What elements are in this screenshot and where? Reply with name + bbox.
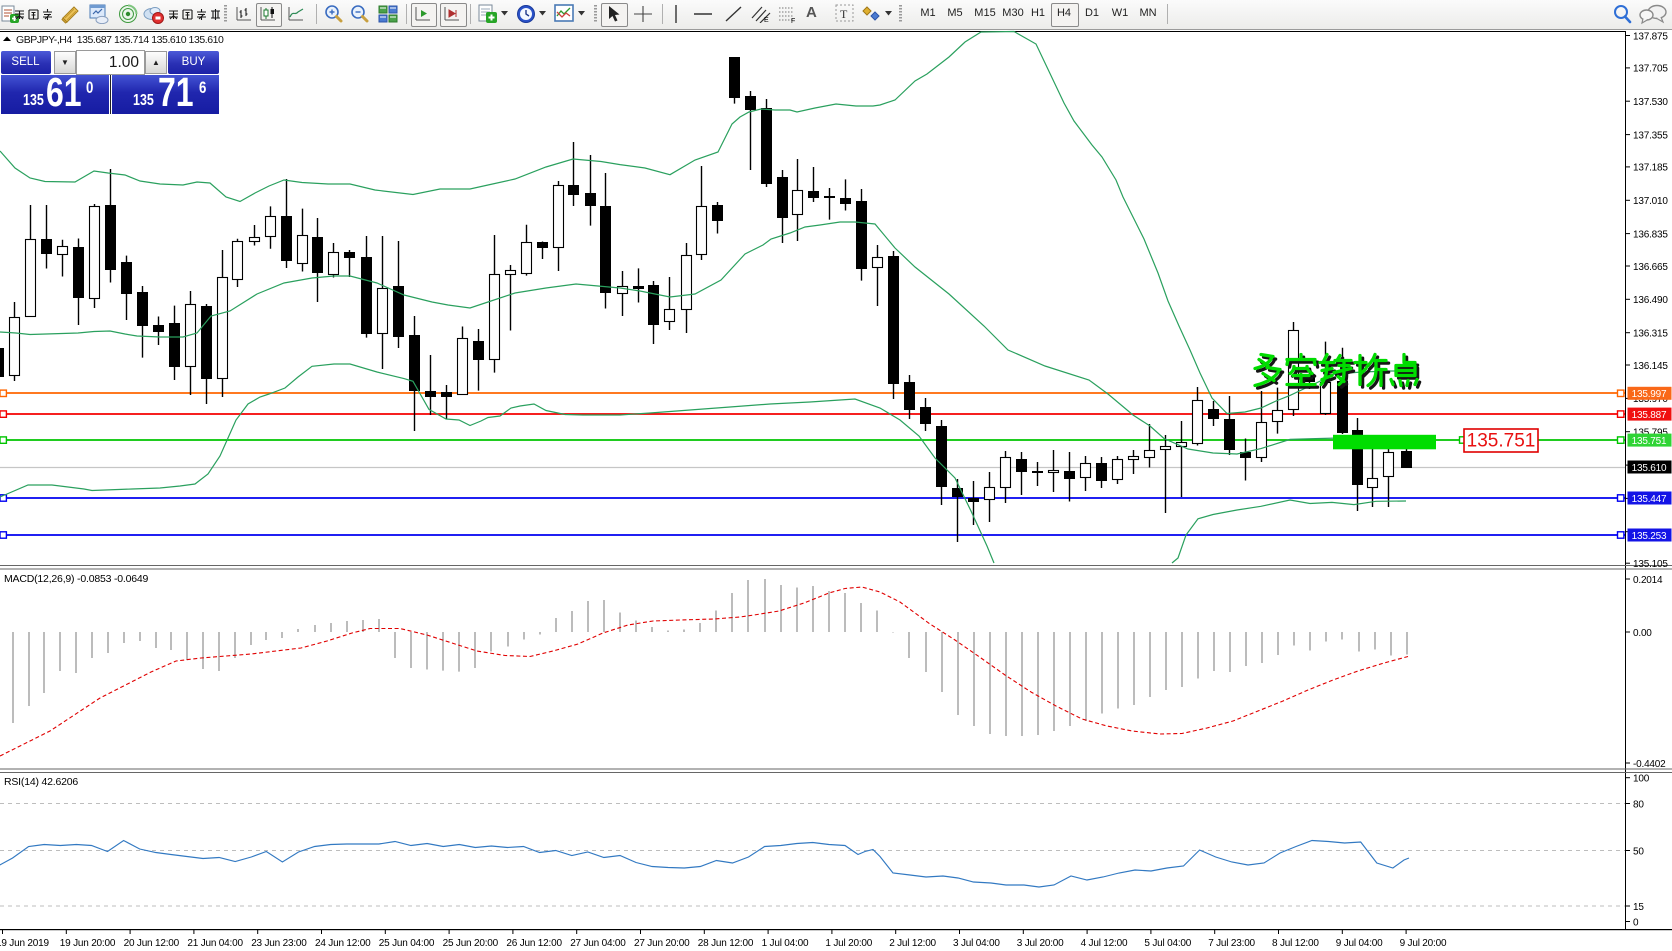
- svg-text:4 Jul 12:00: 4 Jul 12:00: [1081, 938, 1128, 949]
- svg-text:3 Jul 04:00: 3 Jul 04:00: [953, 938, 1000, 949]
- svg-text:23 Jun 23:00: 23 Jun 23:00: [251, 938, 307, 949]
- svg-text:100: 100: [1633, 774, 1650, 785]
- svg-text:135.610: 135.610: [1632, 463, 1667, 474]
- svg-text:135.795: 135.795: [1633, 428, 1668, 439]
- svg-text:25 Jun 20:00: 25 Jun 20:00: [443, 938, 499, 949]
- svg-text:GBPJPY-,H4 135.687 135.714 13: GBPJPY-,H4 135.687 135.714 135.610 135.6…: [16, 34, 224, 46]
- svg-text:7 Jul 23:00: 7 Jul 23:00: [1208, 938, 1255, 949]
- svg-text:F: F: [791, 18, 795, 23]
- svg-text:1 Jul 20:00: 1 Jul 20:00: [825, 938, 872, 949]
- svg-text:135.105: 135.105: [1633, 559, 1668, 570]
- svg-text:135.253: 135.253: [1632, 531, 1667, 542]
- svg-text:137.185: 137.185: [1633, 163, 1668, 174]
- svg-text:27 Jun 04:00: 27 Jun 04:00: [570, 938, 626, 949]
- svg-text:3 Jul 20:00: 3 Jul 20:00: [1017, 938, 1064, 949]
- svg-text:21 Jun 04:00: 21 Jun 04:00: [187, 938, 243, 949]
- svg-text:135.887: 135.887: [1632, 410, 1667, 421]
- svg-text:135.447: 135.447: [1632, 494, 1667, 505]
- svg-text:26 Jun 12:00: 26 Jun 12:00: [506, 938, 562, 949]
- svg-text:135.751: 135.751: [1632, 436, 1667, 447]
- svg-text:1 Jul 04:00: 1 Jul 04:00: [762, 938, 809, 949]
- svg-text:28 Jun 12:00: 28 Jun 12:00: [698, 938, 754, 949]
- svg-text:0.2014: 0.2014: [1633, 575, 1663, 586]
- svg-text:136.665: 136.665: [1633, 262, 1668, 273]
- svg-text:-0.4402: -0.4402: [1633, 759, 1666, 770]
- svg-text:135.997: 135.997: [1632, 389, 1667, 400]
- svg-text:9 Jul 04:00: 9 Jul 04:00: [1336, 938, 1383, 949]
- svg-text:19 Jun 2019: 19 Jun 2019: [0, 938, 49, 949]
- svg-text:0: 0: [1633, 917, 1639, 928]
- svg-text:0.00: 0.00: [1633, 628, 1652, 639]
- svg-text:25 Jun 04:00: 25 Jun 04:00: [379, 938, 435, 949]
- svg-text:15: 15: [1633, 902, 1644, 913]
- svg-text:136.835: 136.835: [1633, 229, 1668, 240]
- svg-text:136.315: 136.315: [1633, 329, 1668, 340]
- svg-text:RSI(14) 42.6206: RSI(14) 42.6206: [4, 776, 78, 788]
- svg-text:135.751: 135.751: [1467, 431, 1536, 452]
- svg-text:137.875: 137.875: [1633, 31, 1668, 42]
- svg-text:E: E: [764, 17, 769, 23]
- svg-text:T: T: [840, 7, 848, 21]
- svg-text:9 Jul 20:00: 9 Jul 20:00: [1400, 938, 1447, 949]
- svg-text:24 Jun 12:00: 24 Jun 12:00: [315, 938, 371, 949]
- svg-text:MACD(12,26,9) -0.0853 -0.0649: MACD(12,26,9) -0.0853 -0.0649: [4, 573, 149, 585]
- svg-text:137.355: 137.355: [1633, 130, 1668, 141]
- svg-text:137.010: 137.010: [1633, 196, 1668, 207]
- svg-text:5 Jul 04:00: 5 Jul 04:00: [1144, 938, 1191, 949]
- svg-text:136.145: 136.145: [1633, 361, 1668, 372]
- svg-text:2 Jul 12:00: 2 Jul 12:00: [889, 938, 936, 949]
- svg-text:137.530: 137.530: [1633, 97, 1668, 108]
- svg-text:136.490: 136.490: [1633, 295, 1668, 306]
- svg-text:80: 80: [1633, 799, 1644, 810]
- svg-text:137.705: 137.705: [1633, 64, 1668, 75]
- svg-text:8 Jul 12:00: 8 Jul 12:00: [1272, 938, 1319, 949]
- svg-text:50: 50: [1633, 846, 1644, 857]
- svg-text:20 Jun 12:00: 20 Jun 12:00: [124, 938, 180, 949]
- svg-text:19 Jun 20:00: 19 Jun 20:00: [60, 938, 116, 949]
- svg-text:27 Jun 20:00: 27 Jun 20:00: [634, 938, 690, 949]
